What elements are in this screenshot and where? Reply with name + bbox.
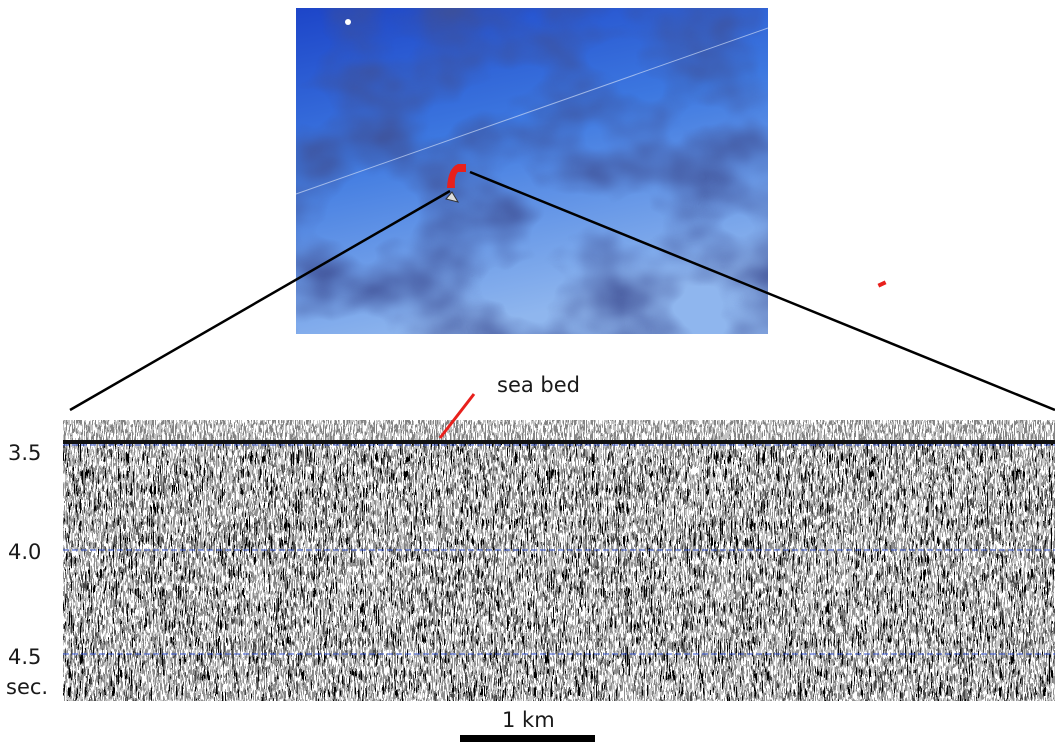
time-tick-label: 4.5 xyxy=(8,645,41,669)
sea-bed-label: sea bed xyxy=(497,373,580,397)
scale-bar-label: 1 km xyxy=(502,708,555,732)
seafloor-image xyxy=(296,8,768,334)
red-mark xyxy=(878,280,887,287)
time-unit-label: sec. xyxy=(6,675,48,699)
page: sea bed 3.5 4.0 4.5 sec. 1 km (() => { c… xyxy=(0,0,1055,742)
time-tick-label: 3.5 xyxy=(8,441,41,465)
figure: sea bed 3.5 4.0 4.5 sec. 1 km xyxy=(0,0,1055,742)
time-tick-label: 4.0 xyxy=(8,540,41,564)
seismic-section xyxy=(63,420,1055,701)
scale-bar xyxy=(460,735,595,742)
